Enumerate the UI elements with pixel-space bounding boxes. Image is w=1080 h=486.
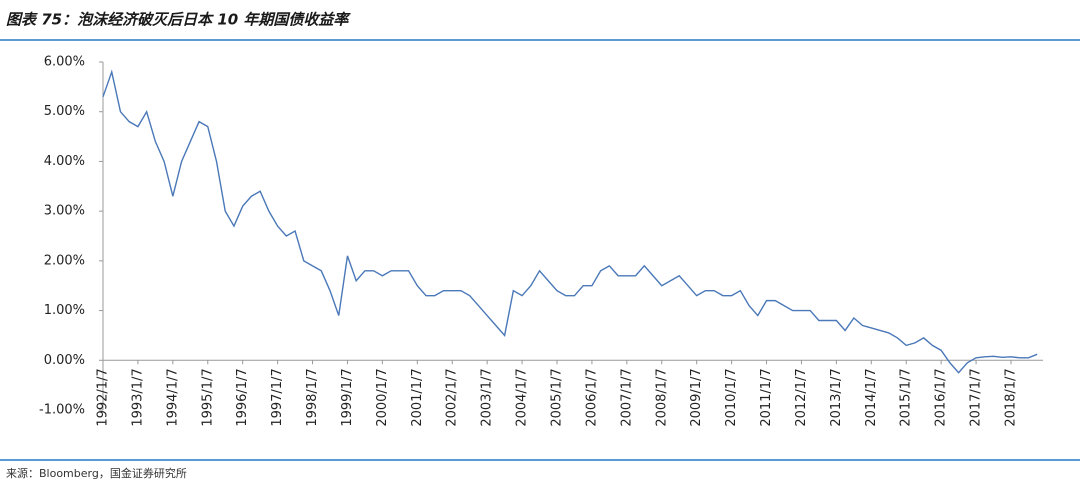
y-tick-label: 0.00% (44, 353, 85, 368)
x-tick-label: 2010/1/7 (724, 368, 739, 426)
source-note: 来源：Bloomberg，国金证券研究所 (6, 466, 187, 480)
x-tick-label: 2018/1/7 (1003, 368, 1018, 426)
x-tick-label: 1998/1/7 (305, 368, 320, 426)
x-tick-label: 1992/1/7 (96, 368, 111, 426)
y-tick-label: 6.00% (44, 55, 85, 70)
y-tick-label: 3.00% (44, 204, 85, 219)
x-tick-label: 1995/1/7 (200, 368, 215, 426)
x-tick-label: 2016/1/7 (934, 368, 949, 426)
x-tick-label: 1997/1/7 (270, 368, 285, 426)
y-tick-label: 5.00% (44, 104, 85, 119)
y-tick-label: 4.00% (44, 154, 85, 169)
x-tick-label: 2011/1/7 (759, 368, 774, 426)
x-tick-label: 2015/1/7 (899, 368, 914, 426)
y-tick-label: -1.00% (39, 403, 85, 418)
x-tick-label: 1993/1/7 (130, 368, 145, 426)
x-tick-label: 2014/1/7 (864, 368, 879, 426)
x-tick-label: 2008/1/7 (654, 368, 669, 426)
x-tick-label: 2000/1/7 (375, 368, 390, 426)
x-tick-label: 2012/1/7 (794, 368, 809, 426)
x-tick-label: 2001/1/7 (410, 368, 425, 426)
x-tick-label: 2005/1/7 (549, 368, 564, 426)
y-tick-label: 2.00% (44, 253, 85, 268)
x-tick-label: 1994/1/7 (165, 368, 180, 426)
x-tick-label: 2013/1/7 (829, 368, 844, 426)
series-line (102, 69, 1038, 374)
x-tick-label: 1999/1/7 (340, 368, 355, 426)
y-tick-label: 1.00% (44, 303, 85, 318)
x-tick-label: 2007/1/7 (619, 368, 634, 426)
x-tick-label: 2002/1/7 (445, 368, 460, 426)
x-tick-label: 2003/1/7 (480, 368, 495, 426)
x-tick-label: 2009/1/7 (689, 368, 704, 426)
x-tick-label: 2006/1/7 (584, 368, 599, 426)
chart-title: 图表 75：泡沫经济破灭后日本 10 年期国债收益率 (6, 11, 351, 29)
x-tick-label: 2004/1/7 (515, 368, 530, 426)
x-tick-label: 1996/1/7 (235, 368, 250, 426)
x-tick-label: 2017/1/7 (969, 368, 984, 426)
